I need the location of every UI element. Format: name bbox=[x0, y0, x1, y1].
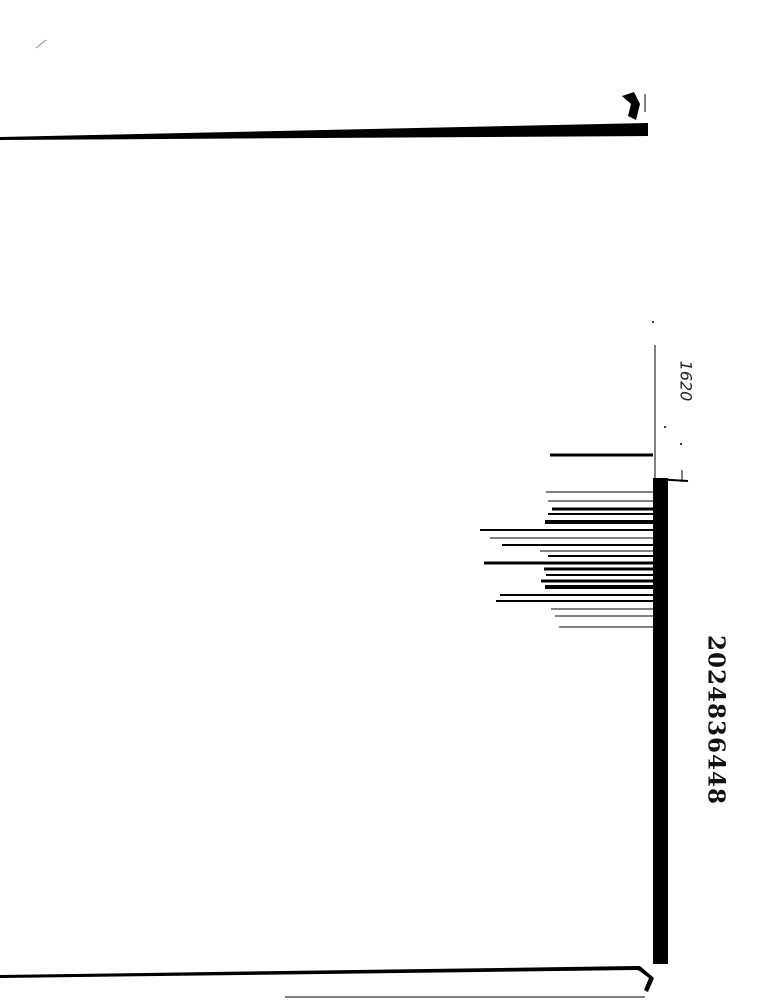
corner-fold-mark bbox=[622, 92, 640, 120]
bottom-scan-edge bbox=[0, 966, 640, 978]
bottom-corner-fold bbox=[638, 966, 654, 992]
top-scan-edge bbox=[0, 123, 648, 140]
spectrum-axis-thick bbox=[653, 478, 668, 964]
stray-mark bbox=[35, 39, 47, 49]
document-id-number: 2024836448 bbox=[702, 634, 730, 806]
speck bbox=[680, 443, 682, 445]
handwritten-note: 1620 bbox=[676, 360, 696, 402]
spectral-lines bbox=[480, 453, 653, 628]
speck bbox=[652, 321, 654, 323]
speck bbox=[664, 426, 666, 428]
